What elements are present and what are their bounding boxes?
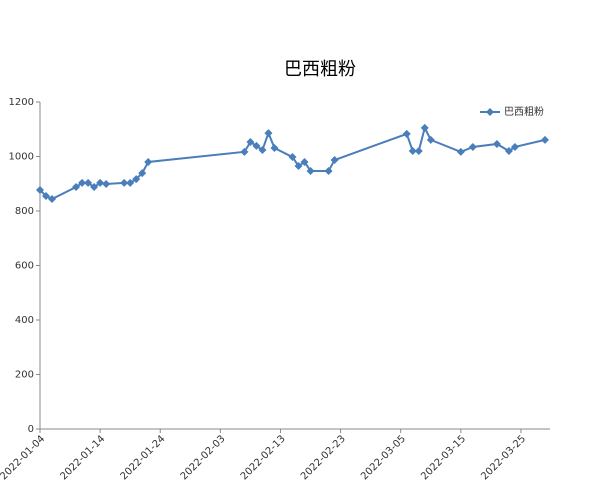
data-point	[294, 162, 303, 171]
data-point	[144, 157, 153, 166]
data-point	[324, 166, 333, 175]
legend-label: 巴西粗粉	[504, 105, 544, 118]
y-tick-label: 400	[15, 315, 34, 326]
data-point	[96, 178, 105, 187]
data-point	[504, 147, 513, 156]
data-point	[408, 147, 417, 156]
data-point	[252, 141, 261, 150]
chart-title: 巴西粗粉	[284, 59, 356, 80]
data-point	[126, 178, 135, 187]
data-point	[300, 157, 309, 166]
x-tick-label: 2022-03-05	[359, 433, 408, 482]
x-tick-label: 2022-02-13	[239, 433, 288, 482]
legend-marker	[486, 108, 494, 116]
data-point	[258, 145, 267, 154]
data-point	[288, 153, 297, 162]
x-tick-label: 2022-01-24	[119, 433, 168, 482]
data-point	[492, 139, 501, 148]
data-point	[78, 178, 87, 187]
data-point	[138, 169, 147, 178]
data-point	[246, 138, 255, 147]
data-point	[36, 186, 44, 195]
data-point	[102, 180, 111, 189]
x-tick-label: 2022-02-03	[179, 433, 228, 482]
series-line	[39, 125, 546, 201]
data-point	[84, 178, 93, 187]
data-point	[468, 142, 477, 151]
y-tick-label: 1200	[9, 97, 34, 108]
x-tick-label: 2022-03-25	[479, 433, 528, 482]
y-tick-label: 0	[28, 424, 34, 435]
y-tick-label: 1000	[9, 152, 34, 163]
data-point	[48, 195, 57, 204]
data-point	[42, 192, 51, 201]
data-point	[306, 166, 315, 175]
data-point	[72, 183, 81, 192]
y-tick-label: 200	[15, 370, 34, 381]
y-tick-label: 600	[15, 261, 34, 272]
data-point	[132, 175, 141, 184]
data-point	[330, 156, 339, 165]
x-tick-label: 2022-01-14	[58, 433, 107, 482]
data-point	[426, 135, 435, 144]
data-point	[510, 142, 519, 151]
x-tick-label: 2022-01-04	[0, 433, 47, 482]
data-point	[420, 123, 429, 132]
data-point	[270, 144, 279, 153]
data-point	[456, 147, 465, 156]
data-point	[541, 135, 549, 144]
data-point	[402, 129, 411, 138]
x-tick-label: 2022-02-23	[299, 433, 348, 482]
data-point	[414, 147, 423, 156]
y-tick-label: 800	[15, 206, 34, 217]
data-point	[120, 178, 129, 187]
x-tick-label: 2022-03-15	[419, 433, 468, 482]
data-point	[264, 129, 273, 138]
data-point	[240, 147, 249, 156]
data-point	[90, 183, 99, 192]
